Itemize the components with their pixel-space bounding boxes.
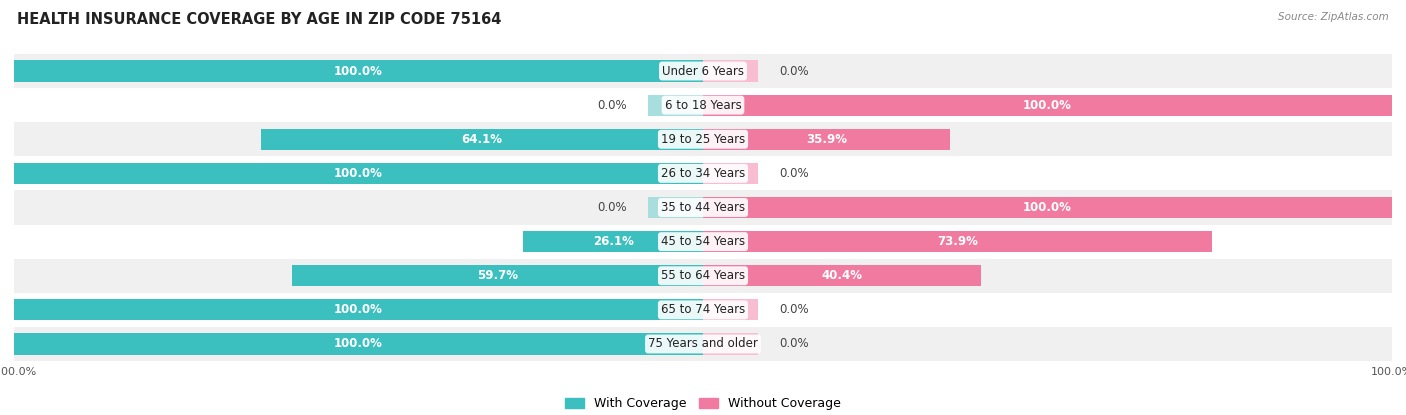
Text: 6 to 18 Years: 6 to 18 Years <box>665 99 741 112</box>
Text: 19 to 25 Years: 19 to 25 Years <box>661 133 745 146</box>
Bar <box>703 163 758 184</box>
Bar <box>14 299 703 320</box>
Text: 35 to 44 Years: 35 to 44 Years <box>661 201 745 214</box>
Text: 65 to 74 Years: 65 to 74 Years <box>661 303 745 316</box>
Text: HEALTH INSURANCE COVERAGE BY AGE IN ZIP CODE 75164: HEALTH INSURANCE COVERAGE BY AGE IN ZIP … <box>17 12 502 27</box>
Bar <box>703 197 1392 218</box>
Text: 0.0%: 0.0% <box>779 167 808 180</box>
Text: 35.9%: 35.9% <box>806 133 848 146</box>
Text: 0.0%: 0.0% <box>779 337 808 351</box>
Bar <box>14 225 1392 259</box>
Bar <box>14 163 703 184</box>
Bar <box>14 293 1392 327</box>
Bar <box>14 54 1392 88</box>
Bar <box>523 231 703 252</box>
Text: 26.1%: 26.1% <box>593 235 634 248</box>
Text: 100.0%: 100.0% <box>335 337 382 351</box>
Text: 26 to 34 Years: 26 to 34 Years <box>661 167 745 180</box>
Text: 40.4%: 40.4% <box>821 269 863 282</box>
Text: Under 6 Years: Under 6 Years <box>662 64 744 78</box>
Bar <box>262 129 703 150</box>
Text: 55 to 64 Years: 55 to 64 Years <box>661 269 745 282</box>
Text: 75 Years and older: 75 Years and older <box>648 337 758 351</box>
Text: 0.0%: 0.0% <box>598 99 627 112</box>
Text: 73.9%: 73.9% <box>938 235 979 248</box>
Bar <box>703 129 950 150</box>
Bar <box>14 156 1392 190</box>
Text: 100.0%: 100.0% <box>1024 201 1071 214</box>
Bar <box>703 61 758 82</box>
Bar <box>703 95 1392 116</box>
Text: 100.0%: 100.0% <box>335 64 382 78</box>
Text: 0.0%: 0.0% <box>779 64 808 78</box>
Bar <box>14 259 1392 293</box>
Legend: With Coverage, Without Coverage: With Coverage, Without Coverage <box>565 397 841 410</box>
Text: 59.7%: 59.7% <box>477 269 517 282</box>
Bar <box>291 265 703 286</box>
Text: Source: ZipAtlas.com: Source: ZipAtlas.com <box>1278 12 1389 22</box>
Bar <box>648 95 703 116</box>
Bar <box>14 61 703 82</box>
Bar <box>14 88 1392 122</box>
Bar <box>648 197 703 218</box>
Text: 0.0%: 0.0% <box>598 201 627 214</box>
Bar <box>14 122 1392 156</box>
Bar <box>703 333 758 354</box>
Text: 100.0%: 100.0% <box>1024 99 1071 112</box>
Text: 0.0%: 0.0% <box>779 303 808 316</box>
Bar <box>703 231 1212 252</box>
Bar <box>14 333 703 354</box>
Text: 100.0%: 100.0% <box>335 167 382 180</box>
Text: 64.1%: 64.1% <box>461 133 503 146</box>
Bar <box>14 190 1392 225</box>
Bar <box>14 327 1392 361</box>
Bar <box>703 299 758 320</box>
Text: 100.0%: 100.0% <box>335 303 382 316</box>
Bar <box>703 265 981 286</box>
Text: 45 to 54 Years: 45 to 54 Years <box>661 235 745 248</box>
